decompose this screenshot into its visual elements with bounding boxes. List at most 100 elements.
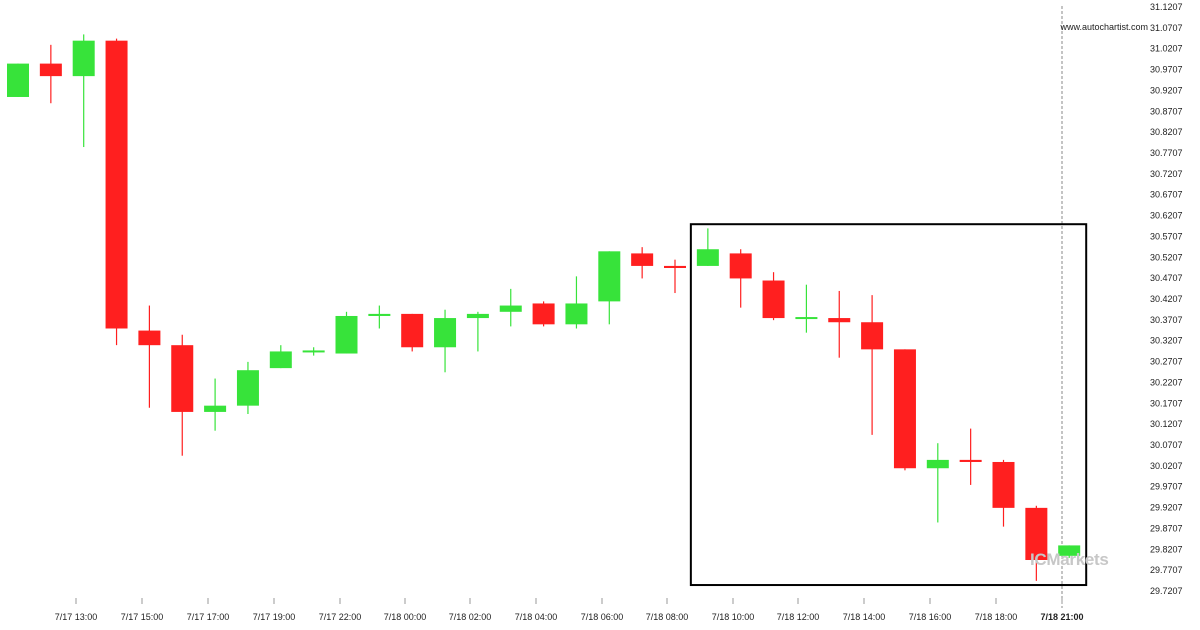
candle-up xyxy=(302,347,325,356)
y-tick-label: 30.3707 xyxy=(1150,315,1183,325)
x-tick-label: 7/18 18:00 xyxy=(975,612,1018,622)
y-tick-label: 30.4707 xyxy=(1150,273,1183,283)
y-tick-label: 30.1707 xyxy=(1150,398,1183,408)
candle-body xyxy=(39,63,62,77)
candle-down xyxy=(729,249,752,308)
x-tick-label: 7/18 14:00 xyxy=(843,612,886,622)
y-tick-label: 30.5207 xyxy=(1150,252,1183,262)
candle-body xyxy=(105,40,128,329)
y-tick-label: 30.8707 xyxy=(1150,106,1183,116)
candle-down xyxy=(992,459,1015,527)
x-axis: 7/17 13:00 7/17 15:00 7/17 17:00 7/17 19:00… xyxy=(55,598,1084,622)
x-tick-label: 7/18 02:00 xyxy=(449,612,492,622)
x-tick-label: 7/18 10:00 xyxy=(712,612,755,622)
x-tick-label: 7/18 16:00 xyxy=(909,612,952,622)
candle-up xyxy=(434,309,457,373)
candle-body xyxy=(72,40,95,77)
candle-down xyxy=(631,247,654,279)
x-tick-label: 7/17 22:00 xyxy=(319,612,362,622)
candle-down xyxy=(828,290,851,358)
candle-down xyxy=(39,44,62,104)
y-tick-label: 30.7707 xyxy=(1150,148,1183,158)
candle-body xyxy=(1025,507,1048,561)
candle-body xyxy=(795,317,818,320)
x-tick-label: 7/18 00:00 xyxy=(384,612,427,622)
candle-body xyxy=(499,305,522,312)
candle-body xyxy=(598,251,621,302)
x-tick-label: 7/17 19:00 xyxy=(253,612,296,622)
y-tick-label: 30.0707 xyxy=(1150,440,1183,450)
candle-down xyxy=(532,301,555,327)
y-tick-label: 30.1207 xyxy=(1150,419,1183,429)
x-tick-label: 7/18 04:00 xyxy=(515,612,558,622)
candle-body xyxy=(696,249,719,266)
y-tick-label: 31.0207 xyxy=(1150,44,1183,54)
candle-body xyxy=(828,318,851,323)
candle-body xyxy=(302,350,325,353)
x-tick-label: 7/17 15:00 xyxy=(121,612,164,622)
x-tick-label: 7/17 17:00 xyxy=(187,612,230,622)
candle-body xyxy=(434,318,457,348)
candle-body xyxy=(236,370,259,406)
y-tick-label: 30.9707 xyxy=(1150,65,1183,75)
candle-body xyxy=(401,313,424,348)
candle-down xyxy=(138,305,161,408)
candle-body xyxy=(204,405,227,412)
y-tick-label: 30.6207 xyxy=(1150,211,1183,221)
y-tick-label: 30.2207 xyxy=(1150,377,1183,387)
candle-body xyxy=(138,330,161,346)
x-tick-label: 7/17 13:00 xyxy=(55,612,98,622)
candle-up xyxy=(598,251,621,325)
candle-up xyxy=(466,311,489,352)
pattern-highlight-box xyxy=(689,223,1088,587)
y-tick-label: 30.5707 xyxy=(1150,231,1183,241)
candle-up xyxy=(204,378,227,431)
candle-down xyxy=(401,313,424,352)
y-tick-label: 29.8707 xyxy=(1150,523,1183,533)
candle-up xyxy=(368,305,391,329)
candle-body xyxy=(7,63,29,97)
candle-down xyxy=(1025,505,1048,581)
candle-up xyxy=(7,63,29,97)
candle-up xyxy=(795,284,818,333)
candle-body xyxy=(466,313,489,319)
candle-up xyxy=(236,361,259,415)
y-tick-label: 29.9207 xyxy=(1150,503,1183,513)
y-tick-label: 29.7707 xyxy=(1150,565,1183,575)
candle-up xyxy=(565,276,588,329)
candle-body xyxy=(762,280,785,319)
candle-body xyxy=(532,303,555,325)
candle-up xyxy=(269,345,292,369)
candle-body xyxy=(992,461,1015,508)
candle-body xyxy=(861,322,884,350)
y-tick-label: 30.0207 xyxy=(1150,461,1183,471)
y-tick-label: 30.9207 xyxy=(1150,85,1183,95)
x-tick-label: 7/18 12:00 xyxy=(777,612,820,622)
y-tick-label: 30.8207 xyxy=(1150,127,1183,137)
candle-body xyxy=(565,303,588,325)
candle-up xyxy=(335,311,358,354)
candle-down xyxy=(105,38,128,346)
pattern-highlight-group xyxy=(689,223,1088,587)
y-tick-label: 30.3207 xyxy=(1150,336,1183,346)
candle-up xyxy=(72,34,95,148)
y-tick-label: 30.6707 xyxy=(1150,190,1183,200)
candle-body xyxy=(959,459,982,462)
candle-body xyxy=(664,265,686,269)
candle-down xyxy=(861,295,884,435)
candle-down xyxy=(893,349,916,471)
candle-down xyxy=(171,334,194,456)
candle-body xyxy=(171,345,194,412)
candle-body xyxy=(926,459,949,469)
candle-down xyxy=(664,259,686,294)
candle-up xyxy=(696,228,719,266)
y-tick-label: 30.7207 xyxy=(1150,169,1183,179)
y-tick-label: 30.4207 xyxy=(1150,294,1183,304)
candle-down xyxy=(959,428,982,485)
candle-body xyxy=(368,313,391,316)
y-tick-label: 29.8207 xyxy=(1150,544,1183,554)
candle-up xyxy=(926,443,949,523)
watermark-logo: ICMarkets xyxy=(1030,550,1109,569)
